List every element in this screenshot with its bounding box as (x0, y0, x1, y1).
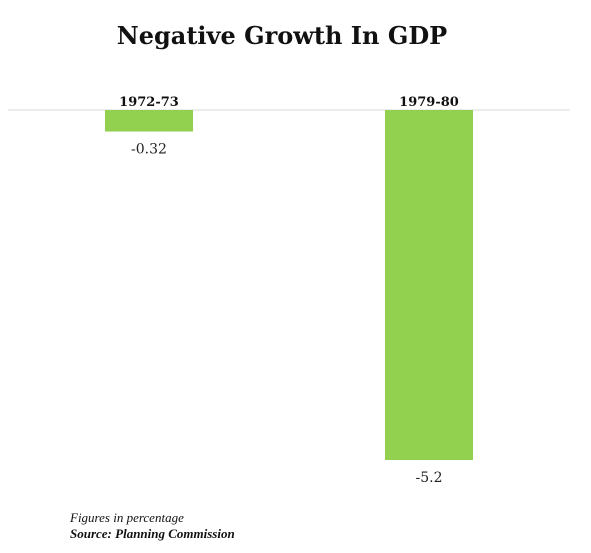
plot-area: 1972-73 -0.32 1979-80 -5.2 (8, 95, 570, 486)
bar-1972-73 (105, 110, 193, 132)
bar-1979-80 (385, 110, 473, 460)
category-label: 1972-73 (119, 95, 179, 110)
category-label: 1979-80 (399, 95, 459, 110)
value-label: -5.2 (416, 470, 443, 486)
chart-title: Negative Growth In GDP (117, 21, 447, 50)
figures-note: Figures in percentage (70, 510, 184, 525)
source-note: Source: Planning Commission (70, 526, 235, 541)
value-label: -0.32 (131, 142, 167, 158)
